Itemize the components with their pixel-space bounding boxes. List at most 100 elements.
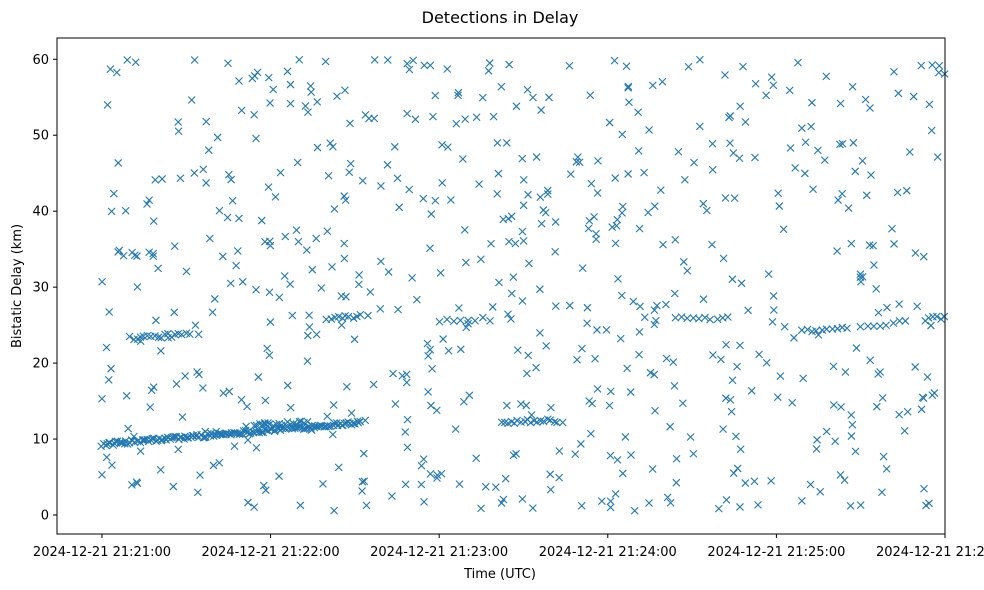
detection-point <box>872 284 881 293</box>
detection-point <box>624 83 633 92</box>
detection-point <box>624 170 633 178</box>
detection-point <box>866 356 875 365</box>
detection-point <box>224 59 232 68</box>
detection-point <box>174 118 183 126</box>
detection-point <box>547 403 555 412</box>
detection-point <box>502 401 511 410</box>
detection-point <box>919 394 928 403</box>
detection-point <box>555 447 564 455</box>
detection-point <box>640 168 648 177</box>
detection-point <box>768 317 777 326</box>
detection-point <box>398 371 407 380</box>
detection-point <box>635 328 644 336</box>
detection-point <box>651 406 659 415</box>
detection-point <box>148 434 157 443</box>
detection-point <box>328 142 337 151</box>
detection-point <box>806 480 815 489</box>
detection-point <box>484 66 493 75</box>
detection-point <box>932 312 941 321</box>
detection-point <box>648 81 657 90</box>
detection-point <box>237 395 246 404</box>
detection-point <box>790 333 798 342</box>
detection-point <box>361 416 370 425</box>
detection-point <box>176 433 185 442</box>
detection-point <box>917 405 926 414</box>
detection-point <box>123 56 132 64</box>
detection-point <box>102 343 111 352</box>
detection-point <box>791 164 800 172</box>
detection-point <box>869 322 878 331</box>
detection-point <box>519 201 528 210</box>
detection-point <box>254 373 263 381</box>
detection-point <box>125 332 134 341</box>
detection-point <box>227 175 235 184</box>
detection-point <box>612 221 621 230</box>
detection-point <box>429 112 437 121</box>
detection-point <box>306 423 315 432</box>
detection-point <box>838 139 847 148</box>
detection-point <box>532 363 540 372</box>
detection-point <box>816 487 825 496</box>
detection-point <box>928 391 937 400</box>
detection-point <box>670 289 679 298</box>
detection-point <box>250 110 259 119</box>
detection-point <box>313 143 322 152</box>
y-axis: 0 10 20 30 40 50 60 <box>32 53 57 524</box>
detection-point <box>402 378 411 387</box>
detection-point <box>846 502 855 510</box>
y-tick-label: 10 <box>32 433 49 448</box>
detection-point <box>403 415 412 424</box>
detection-point <box>114 248 123 256</box>
detection-point <box>640 313 649 322</box>
detection-point <box>736 445 745 454</box>
detection-point <box>330 205 339 213</box>
detection-point <box>611 174 620 182</box>
detection-point <box>458 155 467 163</box>
detection-point <box>149 217 158 225</box>
detection-point <box>708 139 717 148</box>
x-axis-label: Time (UTC) <box>463 567 536 582</box>
detection-point <box>672 478 681 487</box>
detection-point <box>883 303 891 312</box>
detection-point <box>330 506 338 515</box>
detection-point <box>866 104 874 112</box>
detection-point <box>438 178 447 187</box>
detection-point <box>611 239 620 248</box>
detection-point <box>259 481 268 490</box>
detection-point <box>212 427 221 436</box>
detection-point <box>130 335 138 344</box>
detection-point <box>933 153 942 161</box>
detection-point <box>419 194 428 203</box>
detection-point <box>653 301 661 310</box>
detection-point <box>383 160 392 169</box>
detection-point <box>736 341 744 350</box>
detection-point <box>565 301 574 310</box>
detection-point <box>829 401 838 409</box>
detection-point <box>264 419 272 427</box>
detection-point <box>340 254 349 263</box>
detection-point <box>248 74 257 83</box>
detection-point <box>680 175 689 184</box>
detection-point <box>376 305 385 313</box>
detection-point <box>708 240 716 249</box>
detection-point <box>913 302 922 311</box>
detection-point <box>438 140 446 149</box>
detection-point <box>727 407 736 416</box>
detection-point <box>328 263 336 271</box>
detection-point <box>776 372 785 381</box>
detection-point <box>149 249 158 258</box>
detection-point <box>702 206 711 215</box>
detection-point <box>292 226 301 235</box>
detection-point <box>104 375 113 384</box>
detection-point <box>354 418 363 427</box>
detection-point <box>424 352 433 360</box>
detection-point <box>215 458 224 467</box>
detection-point <box>555 473 564 482</box>
detection-point <box>940 312 949 321</box>
detection-point <box>813 435 821 444</box>
detection-point <box>546 485 555 494</box>
detection-point <box>218 252 227 261</box>
detection-point <box>513 416 521 425</box>
detection-point <box>844 204 853 213</box>
detection-point <box>769 306 778 314</box>
